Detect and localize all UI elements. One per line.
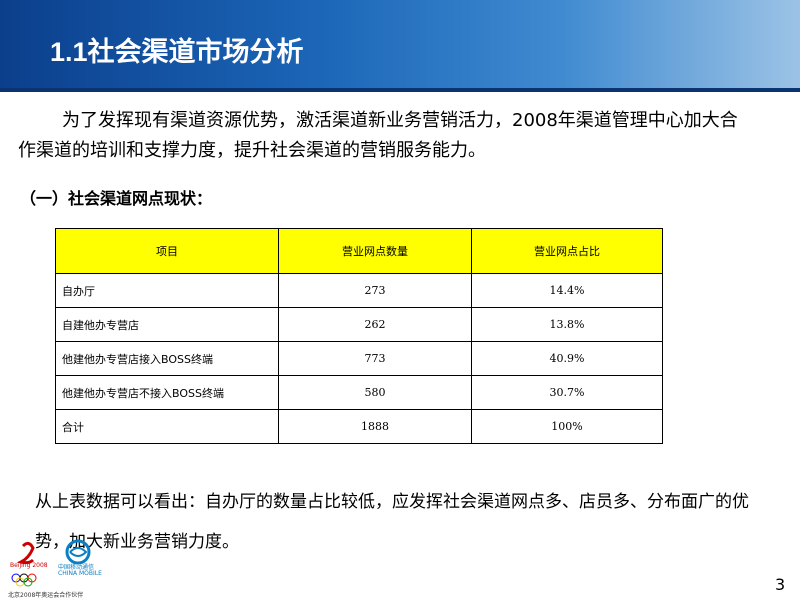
table-cell: 773 [278, 341, 472, 376]
table-cell: 合计 [55, 409, 279, 444]
intro-text: 为了发挥现有渠道资源优势，激活渠道新业务营销活力，2008年渠道管理中心加大合作… [18, 110, 738, 161]
table-row: 自办厅 273 14.4% [55, 273, 663, 308]
table-cell: 262 [278, 307, 472, 342]
logo-text: CHINA MOBILE [58, 570, 102, 577]
table-cell: 580 [278, 375, 472, 410]
logo-text: 中国移动通信 [58, 564, 95, 571]
table-row: 他建他办专营店不接入BOSS终端 580 30.7% [55, 375, 663, 410]
table-row: 他建他办专营店接入BOSS终端 773 40.9% [55, 341, 663, 376]
page-number: 3 [775, 575, 786, 594]
table-cell: 40.9% [471, 341, 663, 376]
table-cell: 13.8% [471, 307, 663, 342]
section-heading: （一）社会渠道网点现状： [20, 189, 213, 208]
conclusion: 从上表数据可以看出：自办厅的数量占比较低，应发挥社会渠道网点多、店员多、分布面广… [35, 492, 749, 552]
header-band [0, 0, 800, 90]
logos [11, 539, 91, 587]
logo-text: Beijing 2008 [10, 562, 48, 569]
table-cell: 100% [471, 409, 663, 444]
header-line [0, 88, 800, 92]
table-cell: 自建他办专营店 [55, 307, 279, 342]
partner-text: 北京2008年奥运会合作伙伴 [8, 592, 84, 599]
header-cell: 项目 [55, 228, 279, 274]
table-row: 合计 1888 100% [55, 409, 663, 444]
table-cell: 自办厅 [55, 273, 279, 308]
table-cell: 1888 [278, 409, 472, 444]
table-header: 项目 营业网点数量 营业网点占比 [55, 228, 663, 274]
table-cell: 他建他办专营店不接入BOSS终端 [55, 375, 279, 410]
table-cell: 14.4% [471, 273, 663, 308]
title: 1.1社会渠道市场分析 [50, 37, 304, 67]
table-cell: 30.7% [471, 375, 663, 410]
table-cell: 他建他办专营店接入BOSS终端 [55, 341, 279, 376]
table-cell: 273 [278, 273, 472, 308]
header-cell: 营业网点占比 [471, 228, 663, 274]
header-cell: 营业网点数量 [278, 228, 472, 274]
data-table: 项目 营业网点数量 营业网点占比 自办厅 273 14.4% 自建他办专营店 262 13… [55, 228, 663, 444]
table-row: 自建他办专营店 262 13.8% [55, 307, 663, 342]
